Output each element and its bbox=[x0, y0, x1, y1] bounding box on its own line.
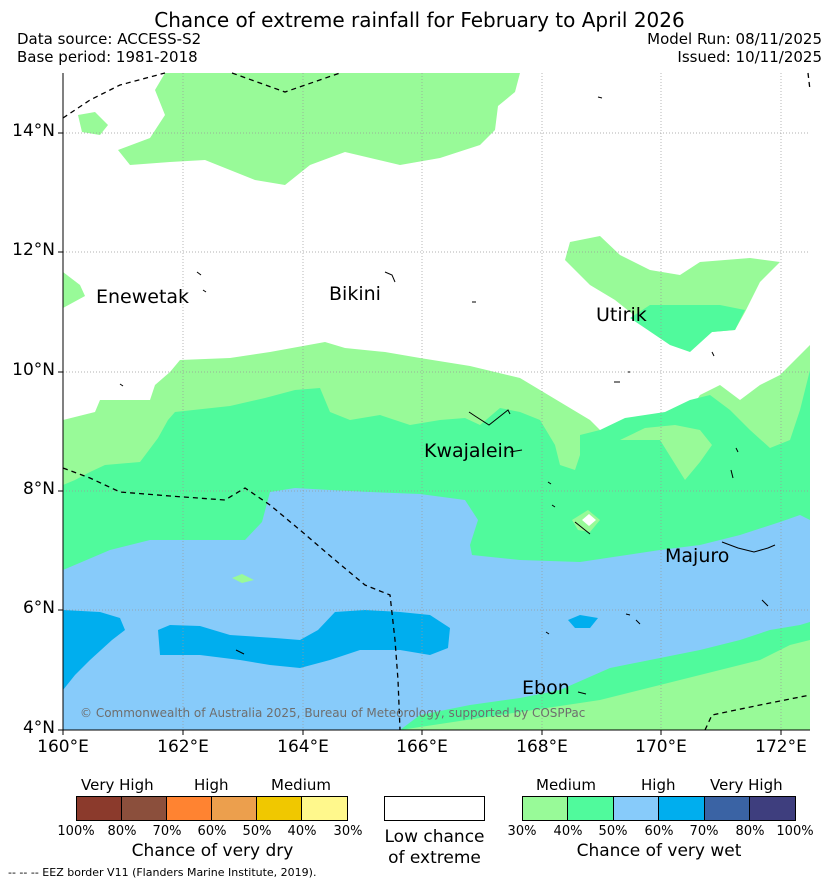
wet-group-medium: Medium bbox=[536, 776, 596, 794]
place-enewetak: Enewetak bbox=[96, 286, 190, 308]
dry-swatch-60-50 bbox=[211, 796, 257, 821]
wet-tick-100: 100% bbox=[776, 824, 814, 839]
place-utirik: Utirik bbox=[596, 304, 647, 326]
place-kwajalein: Kwajalein bbox=[424, 440, 515, 462]
dry-swatch-50-40 bbox=[256, 796, 302, 821]
zone-wet-60-70-small bbox=[568, 615, 598, 628]
x-tick-172E: 172°E bbox=[755, 737, 807, 757]
wet-tick-40: 40% bbox=[553, 824, 583, 839]
dry-swatch-80-70 bbox=[121, 796, 167, 821]
dry-tick-100: 100% bbox=[57, 824, 95, 839]
y-tick-6N: 6°N bbox=[22, 598, 55, 618]
issued-date: Issued: 10/11/2025 bbox=[677, 48, 822, 66]
map-title: Chance of extreme rainfall for February … bbox=[154, 8, 685, 32]
eez-borders bbox=[62, 72, 811, 731]
dry-legend-title: Chance of very dry bbox=[131, 841, 294, 861]
y-tick-14N: 14°N bbox=[12, 121, 55, 141]
wet-swatch-70-80 bbox=[704, 796, 750, 821]
wet-tick-30: 30% bbox=[507, 824, 537, 839]
x-tick-170E: 170°E bbox=[635, 737, 687, 757]
zone-wet-30-40-west bbox=[63, 272, 85, 308]
wet-swatch-60-70 bbox=[658, 796, 705, 821]
y-tick-8N: 8°N bbox=[22, 479, 55, 499]
wet-legend-title: Chance of very wet bbox=[576, 841, 742, 861]
zone-wet-30-40-north bbox=[118, 73, 520, 185]
x-tick-166E: 166°E bbox=[396, 737, 448, 757]
data-source: Data source: ACCESS-S2 bbox=[17, 30, 202, 48]
y-tick-10N: 10°N bbox=[12, 360, 55, 380]
dry-colorbar bbox=[76, 796, 348, 821]
wet-group-high: High bbox=[641, 776, 676, 794]
x-tick-162E: 162°E bbox=[157, 737, 209, 757]
y-tick-12N: 12°N bbox=[12, 240, 55, 260]
low-chance-label-2: of extreme bbox=[388, 848, 481, 868]
wet-colorbar bbox=[522, 796, 796, 821]
wet-group-very-high: Very High bbox=[710, 776, 783, 794]
zone-wet-40-50-ne bbox=[630, 305, 745, 352]
zone-light-spot bbox=[232, 574, 254, 583]
dry-swatch-100-80 bbox=[76, 796, 122, 821]
dry-tick-80: 80% bbox=[107, 824, 137, 839]
wet-tick-50: 50% bbox=[598, 824, 628, 839]
place-majuro: Majuro bbox=[665, 545, 730, 567]
tick-marks bbox=[58, 132, 782, 735]
wet-swatch-50-60 bbox=[613, 796, 659, 821]
wet-swatch-40-50 bbox=[567, 796, 614, 821]
x-tick-160E: 160°E bbox=[37, 737, 89, 757]
copyright-notice: © Commonwealth of Australia 2025, Bureau… bbox=[80, 706, 586, 720]
place-bikini: Bikini bbox=[329, 283, 381, 305]
dry-tick-30: 30% bbox=[333, 824, 363, 839]
dry-group-high: High bbox=[194, 776, 229, 794]
model-run: Model Run: 08/11/2025 bbox=[647, 30, 822, 48]
low-chance-swatch bbox=[384, 796, 485, 821]
dry-tick-60: 60% bbox=[197, 824, 227, 839]
zone-white-island-core bbox=[582, 514, 596, 526]
wet-tick-80: 80% bbox=[735, 824, 765, 839]
zone-wet-30-40-south bbox=[400, 640, 810, 730]
dry-group-medium: Medium bbox=[271, 776, 331, 794]
zone-wet-60-70-west bbox=[63, 610, 125, 690]
atoll-outlines bbox=[119, 96, 776, 695]
dry-tick-70: 70% bbox=[152, 824, 182, 839]
place-ebon: Ebon bbox=[522, 677, 570, 699]
dry-group-very-high: Very High bbox=[81, 776, 154, 794]
dry-tick-40: 40% bbox=[287, 824, 317, 839]
eez-footnote: -- -- -- EEZ border V11 (Flanders Marine… bbox=[8, 866, 317, 879]
wet-tick-60: 60% bbox=[644, 824, 674, 839]
zone-wet-30-40-hole-east bbox=[620, 425, 712, 480]
dry-swatch-70-60 bbox=[166, 796, 212, 821]
dry-tick-50: 50% bbox=[242, 824, 272, 839]
x-tick-168E: 168°E bbox=[516, 737, 568, 757]
wet-swatch-30-40 bbox=[522, 796, 568, 821]
low-chance-label-1: Low chance bbox=[384, 827, 485, 847]
wet-swatch-80-100 bbox=[749, 796, 796, 821]
zone-wet-60-70-center bbox=[158, 610, 450, 668]
zone-wet-30-40-small bbox=[78, 112, 108, 135]
y-tick-4N: 4°N bbox=[22, 718, 55, 738]
base-period: Base period: 1981-2018 bbox=[17, 48, 198, 66]
dry-swatch-40-30 bbox=[301, 796, 348, 821]
wet-tick-70: 70% bbox=[689, 824, 719, 839]
x-tick-164E: 164°E bbox=[277, 737, 329, 757]
